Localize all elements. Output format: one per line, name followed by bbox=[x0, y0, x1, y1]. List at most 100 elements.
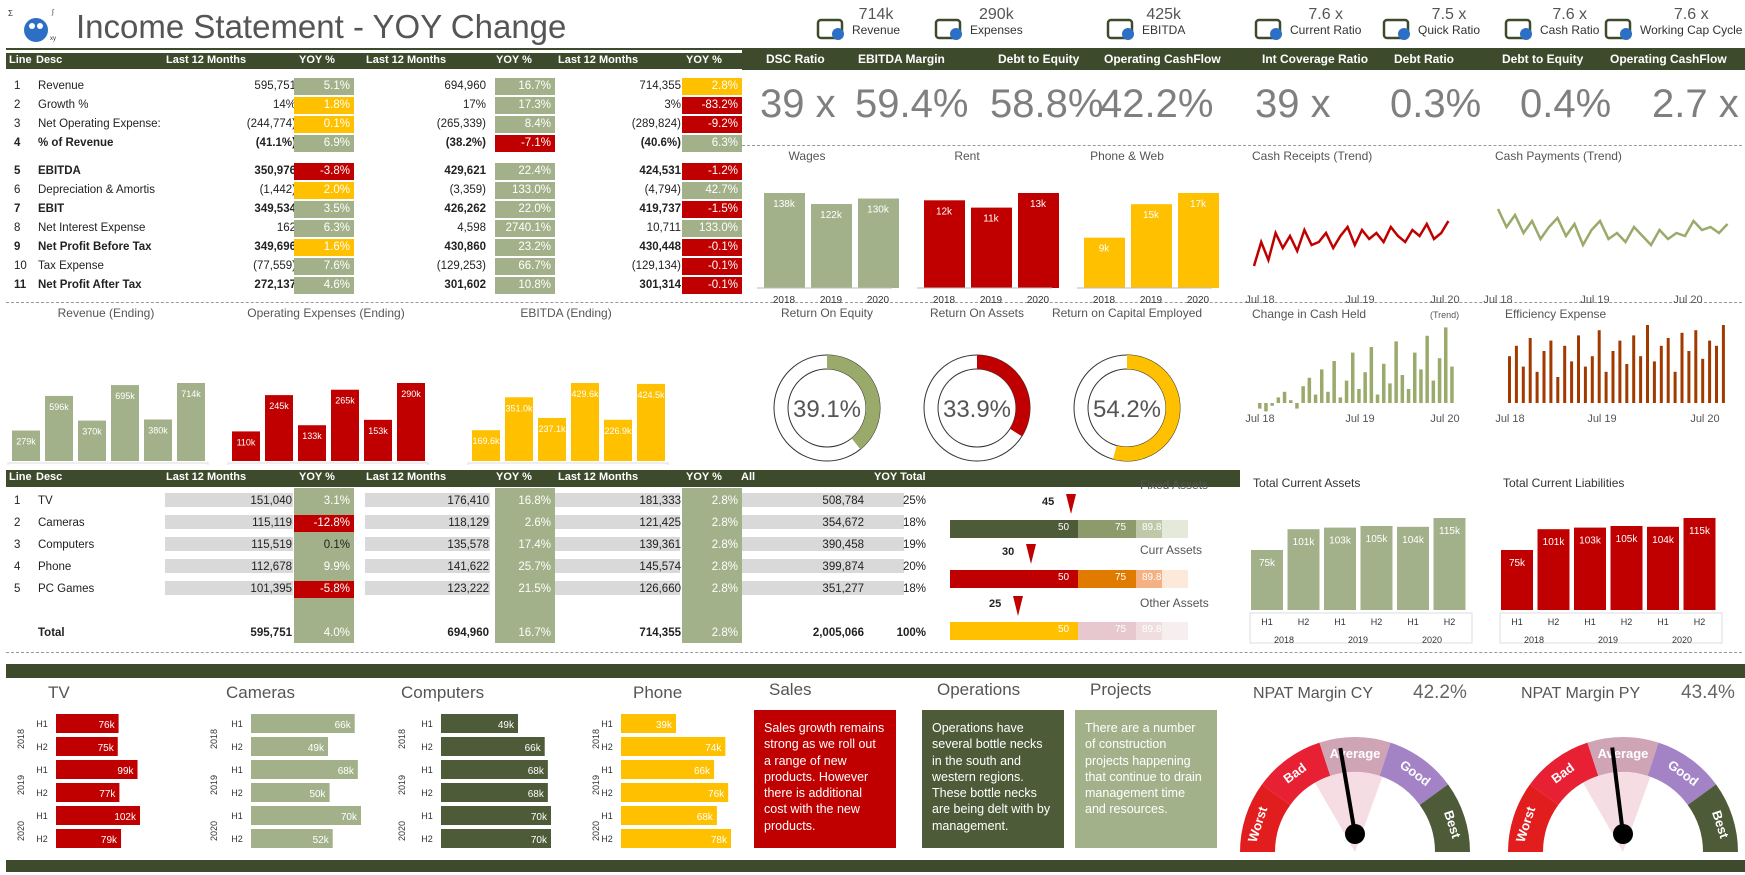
line-number: 1 bbox=[14, 80, 21, 92]
half-year-bar-charts: Revenue (Ending)279kH1596kH2370kH1695kH2… bbox=[7, 306, 669, 465]
column bbox=[1276, 397, 1281, 403]
year-label: 2019 bbox=[1348, 635, 1368, 645]
yoy-cell: 66.7% bbox=[495, 258, 555, 275]
year-label: 2019 bbox=[1140, 295, 1163, 306]
column bbox=[1357, 389, 1361, 403]
column-header: Desc bbox=[36, 471, 63, 483]
expense-bar-charts: Wages 138k 2018 122k 2019 130k 2020 Rent 12k 2018… bbox=[757, 149, 1219, 306]
bar bbox=[1287, 529, 1320, 610]
bar bbox=[1610, 526, 1643, 610]
kpi-label: Expenses bbox=[970, 23, 1023, 38]
ratio-value: 58.8% bbox=[990, 82, 1104, 126]
bar bbox=[251, 760, 358, 779]
bullet-marker-value: 45 bbox=[1042, 496, 1055, 508]
donut-value: 33.9% bbox=[943, 396, 1011, 423]
chart-title: Change in Cash Held bbox=[1252, 307, 1366, 321]
column bbox=[1264, 403, 1268, 412]
ratio-label: Int Coverage Ratio bbox=[1262, 52, 1369, 66]
column bbox=[1556, 377, 1560, 403]
axis-label: Jul 20 bbox=[1430, 413, 1459, 425]
bar bbox=[621, 760, 715, 779]
axis-box bbox=[1499, 612, 1723, 644]
value-cell: 17% bbox=[462, 99, 486, 111]
column bbox=[1320, 369, 1324, 403]
ratio-label: Debt to Equity bbox=[1502, 52, 1584, 66]
value-cell: (265,339) bbox=[436, 118, 486, 130]
chart-title: Total Current Assets bbox=[1253, 476, 1360, 490]
chart-subtitle: (Trend) bbox=[1430, 310, 1459, 320]
total-pct: 25% bbox=[902, 495, 926, 507]
value-bar bbox=[553, 581, 680, 595]
ratio-label: Operating CashFlow bbox=[1610, 52, 1727, 66]
yoy-cell: -1.2% bbox=[682, 163, 742, 180]
page-title: Income Statement - YOY Change bbox=[76, 8, 567, 45]
bar-label: 380k bbox=[148, 425, 168, 435]
line-number: 8 bbox=[14, 222, 21, 234]
year-label: 2019 bbox=[980, 295, 1003, 306]
value-cell: 10,711 bbox=[646, 222, 681, 234]
column bbox=[1388, 383, 1392, 403]
yoy-cell: 2.8% bbox=[682, 493, 742, 510]
gauge-hub bbox=[1345, 824, 1365, 844]
column bbox=[1583, 366, 1587, 403]
bar bbox=[397, 383, 425, 461]
receipts-line bbox=[1252, 220, 1450, 267]
bar bbox=[1433, 518, 1466, 610]
yoy-cell: 16.7% bbox=[495, 625, 555, 642]
column bbox=[1563, 345, 1567, 403]
ratio-value: 39 x bbox=[760, 82, 836, 126]
yoy-cell: 6.3% bbox=[294, 220, 354, 237]
value-cell: 115,519 bbox=[251, 539, 292, 551]
value-bar bbox=[365, 515, 490, 529]
value-cell: 694,960 bbox=[444, 80, 486, 92]
yoy-cell: 7.6% bbox=[294, 258, 354, 275]
column bbox=[1270, 403, 1274, 406]
half-label: H1 bbox=[1511, 617, 1523, 627]
footer-bar bbox=[6, 860, 1745, 872]
bar bbox=[637, 383, 665, 461]
bar bbox=[1018, 193, 1059, 288]
kpi-label: Cash Ratio bbox=[1540, 23, 1600, 38]
bar bbox=[604, 419, 632, 461]
yoy-cell: 2.8% bbox=[682, 78, 742, 95]
axis-box bbox=[467, 462, 669, 465]
axis-label: Jul 18 bbox=[1245, 413, 1274, 425]
column bbox=[1351, 352, 1355, 403]
column bbox=[1694, 330, 1698, 403]
kpi-value: 7.6 x bbox=[1552, 6, 1588, 23]
value-cell: (77,559) bbox=[253, 260, 296, 272]
bullet-value: 89.8 bbox=[1142, 572, 1162, 583]
yoy-cell: 2.8% bbox=[682, 515, 742, 532]
bar bbox=[441, 806, 551, 825]
kpi-value: 290k bbox=[979, 6, 1014, 23]
bullet-title: Other Assets bbox=[1140, 596, 1209, 610]
year-label: 2019 bbox=[591, 775, 601, 795]
total-pct: 100% bbox=[896, 627, 926, 639]
yoy-cell: -1.5% bbox=[682, 201, 742, 218]
kpi-label: Revenue bbox=[852, 23, 901, 38]
yoy-cell: 133.0% bbox=[682, 220, 742, 237]
logo-icon: Σ ∫ xy bbox=[8, 9, 56, 42]
yoy-cell: -83.2% bbox=[682, 97, 742, 114]
bar-label: 68k bbox=[697, 812, 714, 823]
growth-chart-icon bbox=[1106, 18, 1134, 40]
table-row: 1 TV 151,040 176,410 181,333 508,784 25% bbox=[6, 493, 1240, 510]
chart-title: Cameras bbox=[226, 683, 295, 702]
value-bar bbox=[165, 493, 293, 507]
year-label: 2018 bbox=[209, 729, 219, 749]
chart-title: Operating Expenses (Ending) bbox=[247, 306, 404, 320]
year-label: 2020 bbox=[867, 295, 890, 306]
column-header: Desc bbox=[36, 54, 63, 66]
svg-text:Σ: Σ bbox=[8, 9, 13, 18]
bullet-title: Curr Assets bbox=[1140, 543, 1203, 557]
bar-label: 101k bbox=[1543, 537, 1566, 548]
value-cell: 115,119 bbox=[252, 517, 292, 529]
half-label: H1 bbox=[36, 765, 48, 775]
value-cell: 151,040 bbox=[250, 495, 292, 507]
column bbox=[1611, 351, 1615, 403]
value-cell: 419,737 bbox=[639, 203, 681, 215]
year-label: 2020 bbox=[1672, 635, 1692, 645]
donut-arc bbox=[924, 355, 1030, 461]
column bbox=[1344, 380, 1349, 403]
value-bar bbox=[553, 559, 680, 573]
